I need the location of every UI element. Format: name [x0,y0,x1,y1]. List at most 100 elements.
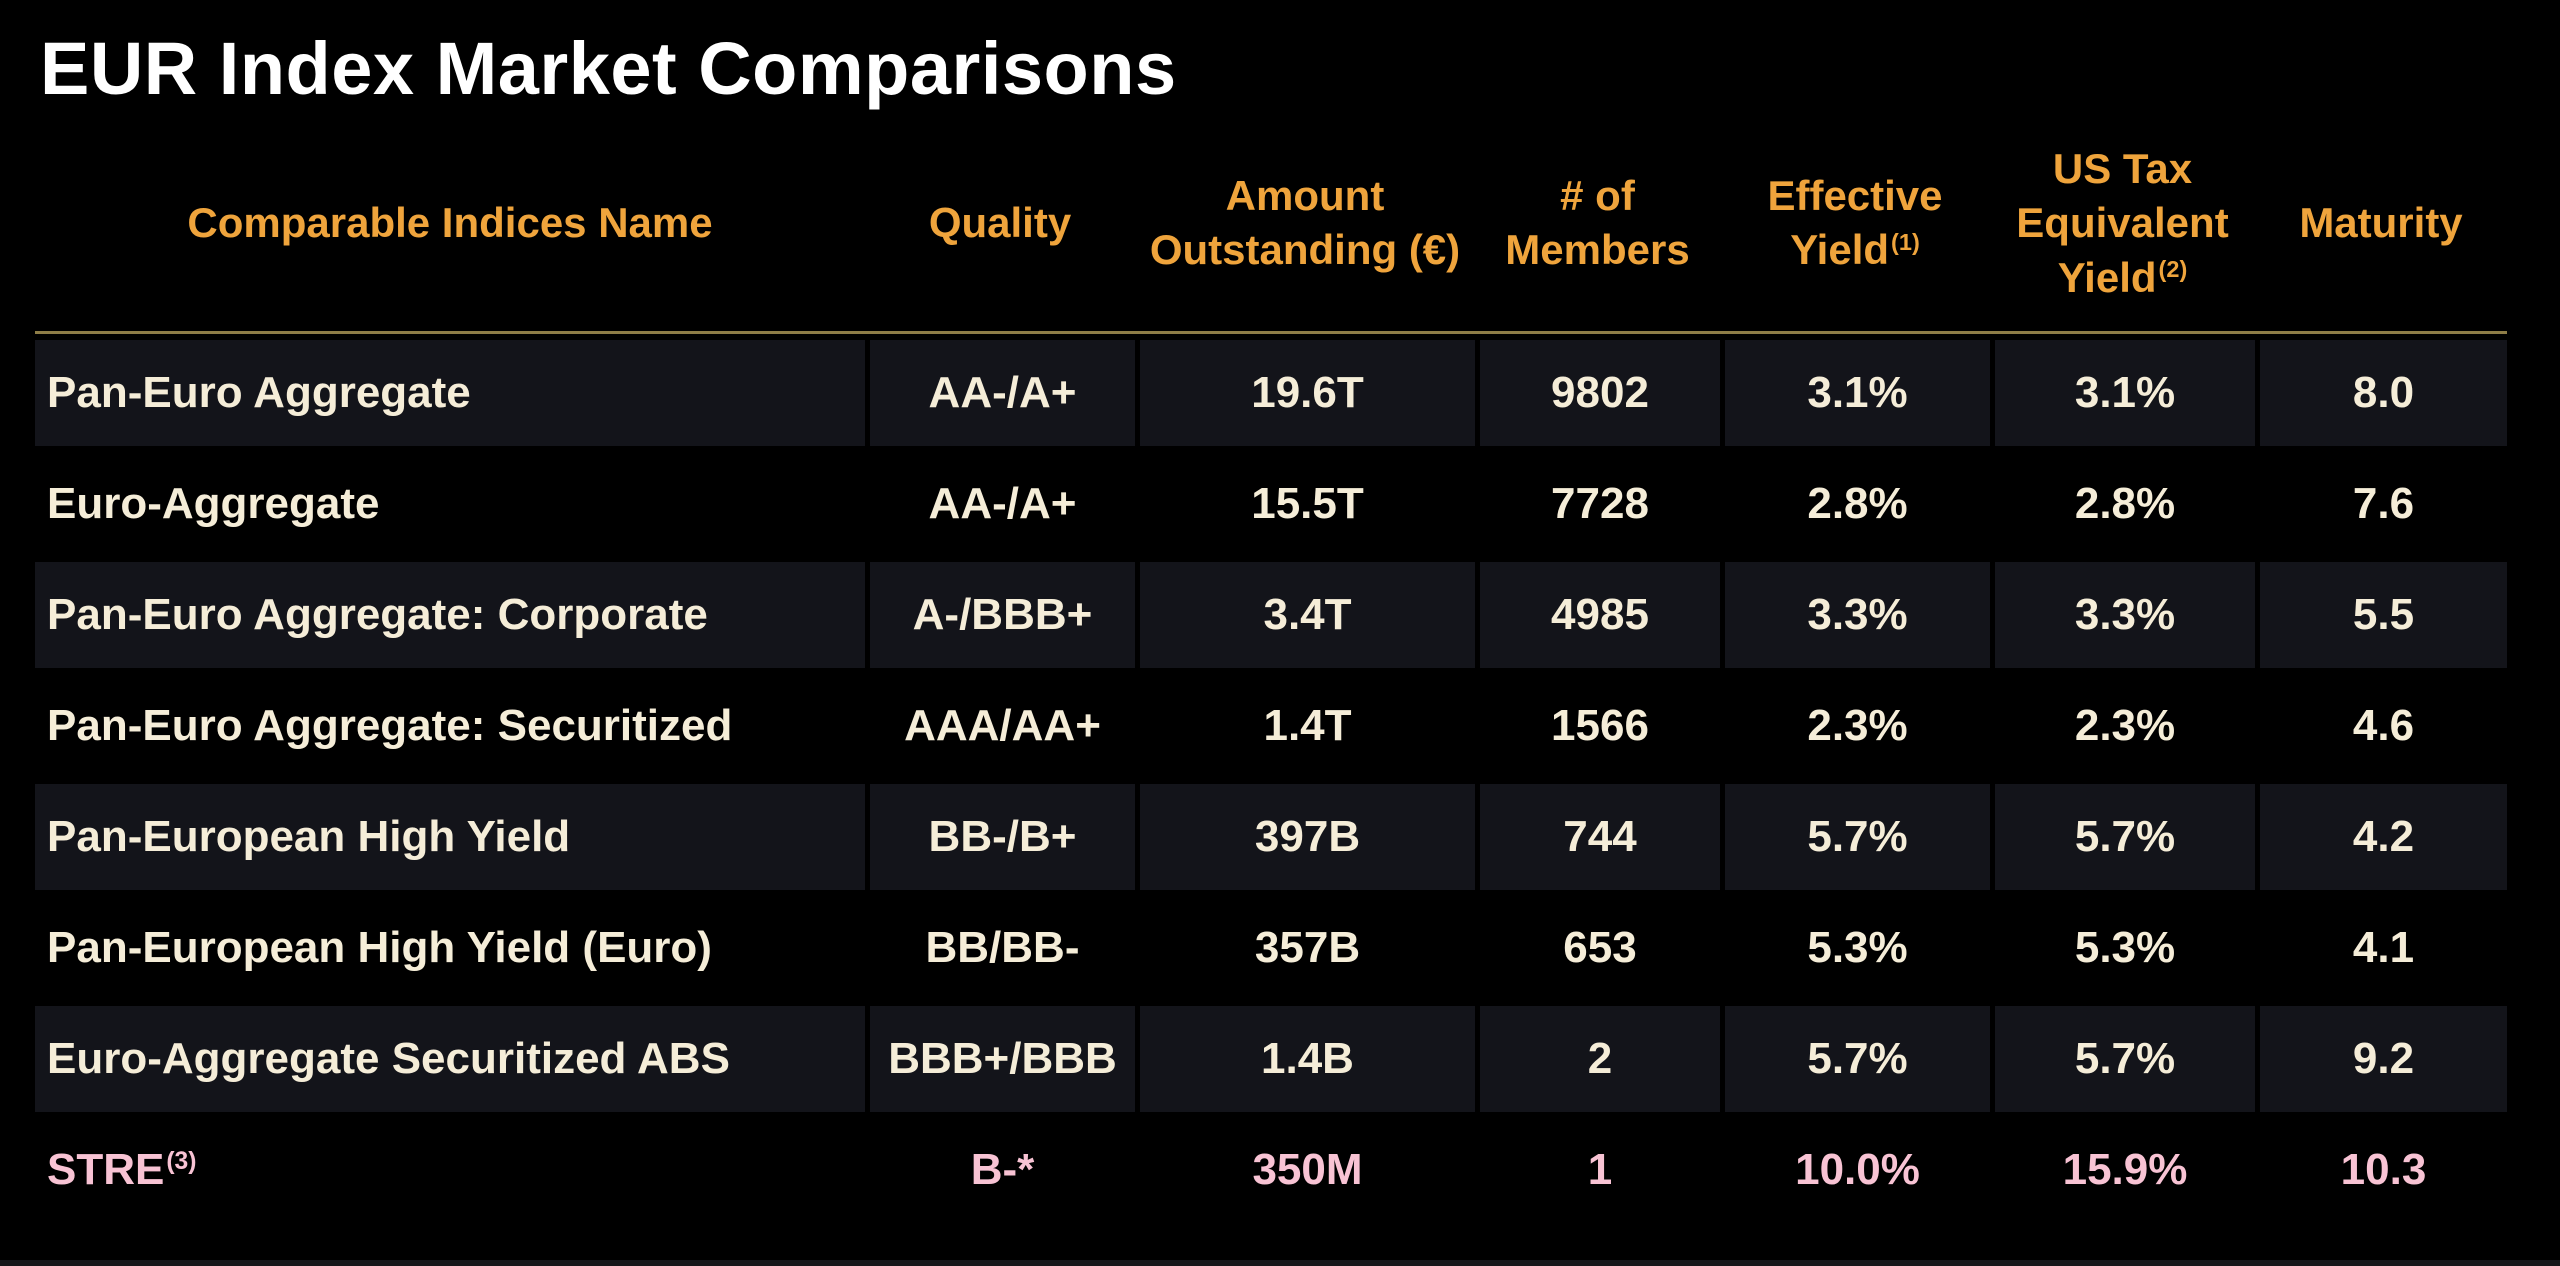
column-header-effective-yield: Effective Yield(1) [1720,169,1990,278]
cell-amount: 1.4B [1135,1006,1475,1113]
cell-text: BBB+/BBB [888,1034,1117,1084]
cell-text: AAA/AA+ [904,701,1101,751]
cell-text: 2 [1587,1034,1613,1084]
cell-name: Pan-European High Yield [35,784,865,891]
cell-us-tax-equivalent-yield: 5.7% [1990,1006,2255,1113]
cell-text: 5.7% [1807,812,1908,862]
column-header-comparable-indices-name: Comparable Indices Name [35,196,865,251]
cell-us-tax-equivalent-yield: 15.9% [1990,1117,2255,1224]
cell-name: Euro-Aggregate Securitized ABS [35,1006,865,1113]
cell-name: STRE(3) [35,1117,865,1223]
cell-text: A-/BBB+ [912,590,1093,640]
cell-name: Pan-Euro Aggregate [35,340,865,447]
cell-text: 3.1% [1807,368,1908,418]
cell-text: 5.7% [2074,812,2176,862]
column-header-number-of-members: # of Members [1475,169,1720,278]
cell-us-tax-equivalent-yield: 2.3% [1990,673,2255,780]
column-header-label: Comparable Indices Name [187,199,713,247]
column-header-label: Effective Yield [1767,171,1943,274]
column-header-label: Quality [928,199,1072,247]
cell-text: 3.1% [2074,368,2176,418]
cell-members: 1 [1475,1117,1720,1224]
table-row: Euro-Aggregate Securitized ABS BBB+/BBB 1.… [35,1006,2507,1113]
cell-text: 2.3% [2074,701,2176,751]
cell-text: 2.8% [2074,479,2176,529]
cell-name: Euro-Aggregate [35,451,865,557]
cell-text: STRE [47,1145,165,1195]
cell-text: 5.5 [2352,590,2415,640]
cell-text: 2.8% [1807,479,1908,529]
cell-members: 653 [1475,895,1720,1002]
column-header-label: Maturity [2299,199,2463,247]
cell-members: 7728 [1475,451,1720,558]
cell-text: 4985 [1551,590,1649,640]
cell-text: BB-/B+ [928,812,1077,862]
table-row: Pan-Euro Aggregate AA-/A+ 19.6T 9802 3.1% 3.1… [35,340,2507,447]
cell-maturity: 9.2 [2255,1006,2507,1113]
cell-effective-yield: 2.3% [1720,673,1990,780]
cell-text: 7728 [1551,479,1649,529]
cell-maturity: 4.1 [2255,895,2507,1002]
cell-amount: 19.6T [1135,340,1475,447]
table-row: Pan-Euro Aggregate: Corporate A-/BBB+ 3.4T… [35,562,2507,669]
bottom-edge [0,1260,2560,1266]
cell-text: 4.1 [2352,923,2415,973]
cell-text: 1.4T [1263,701,1352,751]
cell-maturity: 7.6 [2255,451,2507,558]
cell-maturity: 4.2 [2255,784,2507,891]
cell-text: 5.3% [2074,923,2176,973]
cell-text: AA-/A+ [928,368,1077,418]
cell-name: Pan-Euro Aggregate: Securitized [35,673,865,779]
column-header-amount-outstanding: Amount Outstanding (€) [1135,169,1475,278]
cell-text: 5.3% [1807,923,1908,973]
cell-text: 2.3% [1807,701,1908,751]
cell-text: 9802 [1551,368,1649,418]
cell-text: 744 [1563,812,1637,862]
cell-text: Pan-Euro Aggregate [47,368,471,418]
cell-amount: 350M [1135,1117,1475,1224]
column-header-us-tax-equivalent-yield: US Tax Equivalent Yield(2) [1990,142,2255,306]
column-header-label: Amount Outstanding (€) [1149,171,1461,274]
cell-text: 1 [1587,1145,1613,1195]
cell-amount: 3.4T [1135,562,1475,669]
table-row: Euro-Aggregate AA-/A+ 15.5T 7728 2.8% 2.8% 7.6 [35,451,2507,558]
cell-quality: BB-/B+ [865,784,1135,891]
cell-effective-yield: 3.3% [1720,562,1990,669]
footnote-superscript: (1) [1891,228,1920,255]
cell-quality: B-* [865,1117,1135,1224]
table-row: STRE(3) B-* 350M 1 10.0% 15.9% 10.3 [35,1117,2507,1224]
cell-amount: 357B [1135,895,1475,1002]
cell-maturity: 8.0 [2255,340,2507,447]
cell-maturity: 4.6 [2255,673,2507,780]
page-title: EUR Index Market Comparisons [40,27,1177,110]
cell-text: 3.3% [2074,590,2176,640]
cell-effective-yield: 5.7% [1720,784,1990,891]
table-row: Pan-European High Yield BB-/B+ 397B 744 5.7%… [35,784,2507,891]
cell-amount: 15.5T [1135,451,1475,558]
cell-name: Pan-Euro Aggregate: Corporate [35,562,865,669]
cell-members: 744 [1475,784,1720,891]
cell-text: Pan-European High Yield (Euro) [47,923,712,973]
cell-text: 4.2 [2352,812,2415,862]
cell-text: 3.4T [1263,590,1352,640]
cell-text: BB/BB- [925,923,1080,973]
cell-text: 19.6T [1251,368,1364,418]
cell-quality: AAA/AA+ [865,673,1135,780]
column-header-maturity: Maturity [2255,196,2507,251]
cell-effective-yield: 5.3% [1720,895,1990,1002]
cell-text: 10.3 [2340,1145,2427,1195]
cell-text: 7.6 [2352,479,2415,529]
cell-text: AA-/A+ [928,479,1077,529]
cell-effective-yield: 5.7% [1720,1006,1990,1113]
cell-text: Pan-European High Yield [47,812,571,862]
cell-text: Pan-Euro Aggregate: Corporate [47,590,708,640]
cell-text: B-* [970,1145,1035,1195]
cell-amount: 397B [1135,784,1475,891]
cell-text: 8.0 [2352,368,2415,418]
table-header-row: Comparable Indices Name Quality Amount O… [35,115,2507,331]
table-body: Pan-Euro Aggregate AA-/A+ 19.6T 9802 3.1% 3.1… [35,340,2507,1224]
cell-effective-yield: 2.8% [1720,451,1990,558]
cell-text: 15.5T [1251,479,1364,529]
cell-us-tax-equivalent-yield: 2.8% [1990,451,2255,558]
cell-text: 15.9% [2062,1145,2188,1195]
